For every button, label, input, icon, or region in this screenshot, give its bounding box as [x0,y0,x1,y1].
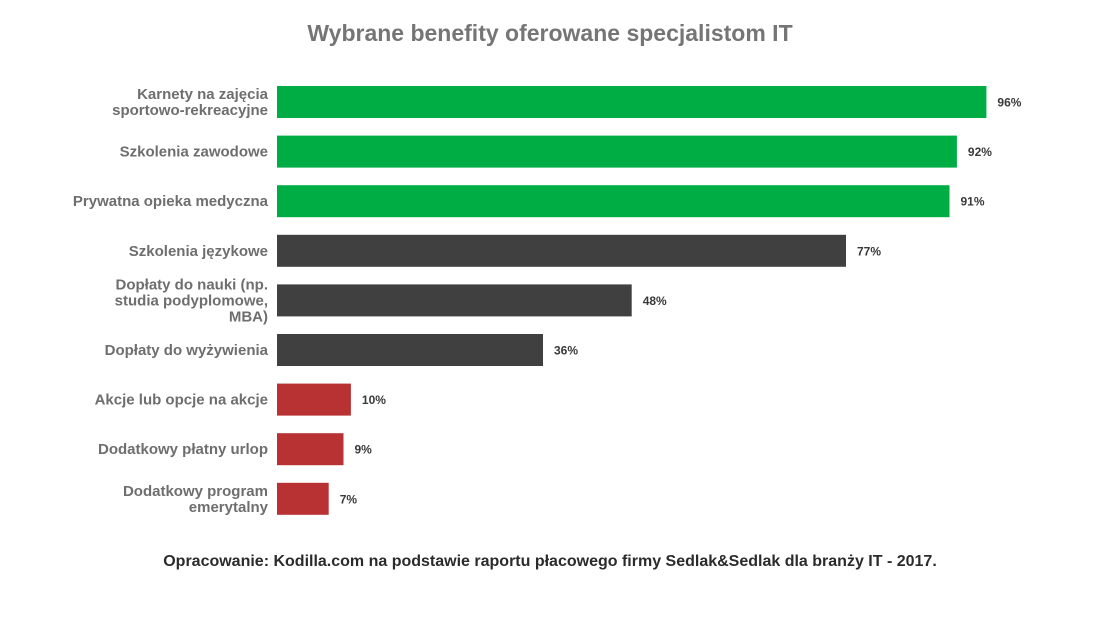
category-label-2: Szkolenia zawodowe [120,144,268,161]
category-label-line: emerytalny [189,499,269,516]
category-label-line: Szkolenia zawodowe [120,144,268,161]
category-label-line: Dodatkowy płatny urlop [98,441,268,458]
category-label-1: Karnety na zajęcia sportowo-rekreacyjne [112,86,269,119]
bar-7 [277,383,351,416]
category-label-line: MBA) [229,308,268,325]
category-label-8: Dodatkowy płatny urlop [98,441,268,458]
bar-1 [277,86,987,118]
category-label-7: Akcje lub opcje na akcje [95,392,268,409]
category-label-4: Szkolenia językowe [129,243,268,260]
chart-title: Wybrane benefity oferowane specjalistom … [307,20,793,46]
category-label-line: Dopłaty do wyżywienia [105,342,269,359]
bars-layer: 96% Karnety na zajęcia sportowo-rekreacyjn… [73,86,1022,516]
source-footnote: Opracowanie: Kodilla.com na podstawie ra… [163,553,937,570]
bar-4 [277,234,846,267]
bar-5 [277,284,632,317]
value-label-8: 9% [355,443,373,457]
value-label-1: 96% [997,96,1021,110]
category-label-line: studia podyplomowe, [115,292,268,309]
value-label-4: 77% [857,244,881,258]
bar-3 [277,185,950,218]
category-label-line: Dopłaty do nauki (np. [116,276,269,293]
bar-8 [277,433,344,466]
category-label-9: Dodatkowy program emerytalny [123,483,269,516]
value-label-9: 7% [340,492,358,506]
category-label-line: Prywatna opieka medyczna [73,193,269,210]
category-label-line: Szkolenia językowe [129,243,268,260]
value-label-2: 92% [968,145,992,159]
category-label-6: Dopłaty do wyżywienia [105,342,269,359]
category-label-line: Dodatkowy program [123,483,268,500]
category-label-line: sportowo-rekreacyjne [112,102,268,119]
value-label-3: 91% [961,195,985,209]
bar-2 [277,135,957,168]
bar-6 [277,334,543,366]
category-label-5: Dopłaty do nauki (np. studia podyplomowe,… [115,276,268,325]
value-label-5: 48% [643,294,667,308]
value-label-6: 36% [554,344,578,358]
category-label-line: Karnety na zajęcia [137,86,269,103]
category-label-3: Prywatna opieka medyczna [73,193,269,210]
value-label-7: 10% [362,393,386,407]
category-label-line: Akcje lub opcje na akcje [95,392,268,409]
bar-9 [277,482,329,515]
